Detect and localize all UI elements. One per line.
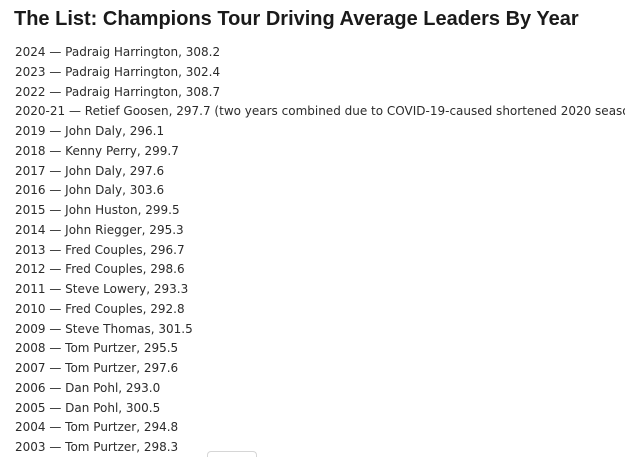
list-item: 2003 — Tom Purtzer, 298.3 [15, 440, 179, 454]
page-title: The List: Champions Tour Driving Average… [14, 8, 579, 30]
list-item: 2012 — Fred Couples, 298.6 [15, 262, 185, 277]
list-item: 2020-21 — Retief Goosen, 297.7 (two year… [15, 104, 625, 119]
list-item: 2023 — Padraig Harrington, 302.4 [15, 64, 221, 79]
list-item: 2011 — Steve Lowery, 293.3 [15, 282, 189, 296]
list-item: 2009 — Steve Thomas, 301.5 [15, 321, 193, 336]
list-item: 2006 — Dan Pohl, 293.0 [15, 380, 161, 395]
list-item: 2015 — John Huston, 299.5 [15, 203, 180, 217]
list-item: 2024 — Padraig Harrington, 308.2 [15, 45, 221, 59]
list-item: 2019 — John Daly, 296.1 [15, 124, 165, 138]
list-item: 2017 — John Daly, 297.6 [15, 163, 165, 178]
list-item: 2004 — Tom Purtzer, 294.8 [15, 420, 179, 435]
list-item: 2005 — Dan Pohl, 300.5 [15, 400, 161, 415]
list-item: 2022 — Padraig Harrington, 308.7 [15, 84, 221, 99]
list-item: 2016 — John Daly, 303.6 [15, 183, 165, 198]
floating-widget-tab[interactable] [207, 451, 257, 457]
list-item: 2007 — Tom Purtzer, 297.6 [15, 361, 179, 375]
list-item: 2018 — Kenny Perry, 299.7 [15, 143, 179, 158]
list-item: 2014 — John Riegger, 295.3 [15, 222, 184, 237]
list-item: 2010 — Fred Couples, 292.8 [15, 301, 185, 316]
list-item: 2013 — Fred Couples, 296.7 [15, 242, 185, 257]
leaders-list: 2024 — Padraig Harrington, 308.2 2023 — … [15, 43, 625, 457]
list-item: 2008 — Tom Purtzer, 295.5 [15, 341, 179, 356]
